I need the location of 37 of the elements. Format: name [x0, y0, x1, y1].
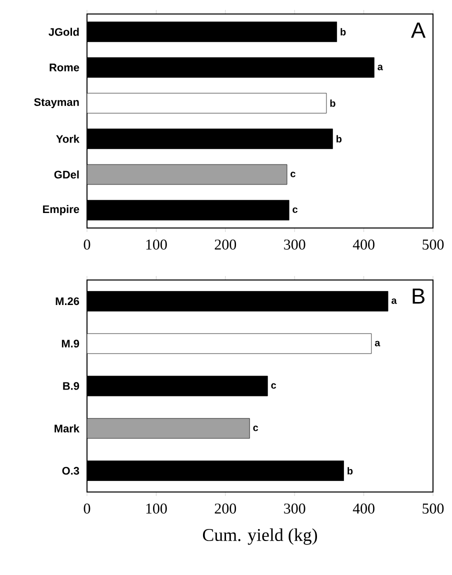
x-tick-label: 400: [352, 240, 374, 250]
x-tick-label: 0: [84, 504, 90, 514]
y-tick-label: GDel: [54, 170, 79, 179]
data-label: b: [340, 28, 346, 36]
data-label: c: [290, 172, 296, 178]
y-tick-label: Empire: [43, 205, 80, 216]
data-label: a: [378, 64, 383, 70]
y-tick-label: M.26: [56, 297, 80, 306]
y-tick-label: Rome: [50, 64, 80, 72]
data-label: c: [292, 207, 298, 213]
data-label: c: [271, 383, 276, 389]
data-label: c: [253, 426, 258, 432]
data-label: b: [336, 135, 342, 142]
x-tick-label: 100: [146, 504, 167, 514]
x-tick-label: 500: [422, 240, 444, 250]
x-tick-label: 0: [84, 240, 90, 250]
y-tick-label: B.9: [63, 382, 80, 390]
y-tick-label: Mark: [54, 424, 80, 432]
y-tick-label: O.3: [62, 466, 80, 475]
data-label: b: [330, 100, 336, 107]
data-label: a: [392, 298, 397, 304]
y-tick-label: JGold: [48, 28, 79, 36]
x-tick-label: 100: [146, 240, 167, 250]
data-label: b: [348, 467, 353, 474]
x-tick-label: 200: [214, 240, 236, 250]
data-label: a: [374, 340, 380, 346]
x-tick-label: 300: [284, 504, 306, 514]
y-tick-label: Stayman: [34, 98, 79, 108]
x-axis-title: Cum. yield (kg): [202, 528, 317, 545]
x-tick-label: 300: [284, 240, 306, 250]
x-tick-label: 500: [422, 504, 444, 514]
y-tick-label: M.9: [62, 340, 80, 348]
annotation: B: [412, 288, 424, 304]
x-tick-label: 200: [214, 504, 236, 514]
annotation: A: [411, 22, 426, 38]
y-tick-label: York: [56, 134, 80, 143]
x-tick-label: 400: [352, 504, 374, 514]
